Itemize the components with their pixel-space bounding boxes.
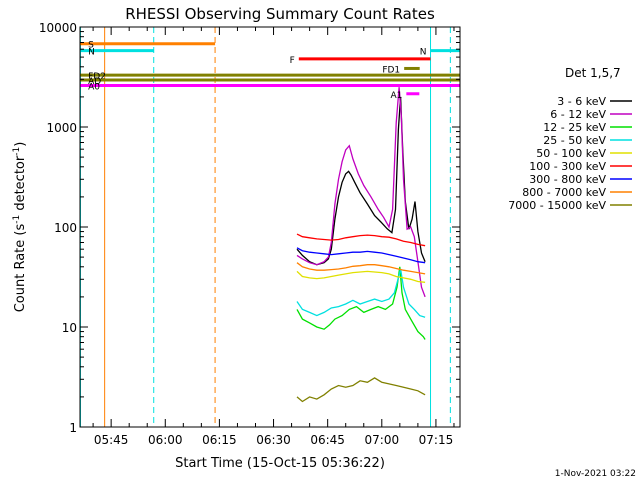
count-rate-series [296, 87, 426, 403]
y-tick-label-0: 1 [69, 421, 77, 435]
y-axis-label-main: Count Rate (s [13, 224, 28, 313]
flag-label-2: N [420, 48, 427, 58]
flag-label-4: FD1 [382, 65, 400, 75]
timestamp-footer: 1-Nov-2021 03:22 [555, 469, 636, 479]
series-line-4 [296, 270, 426, 283]
flag-label-7: A0 [88, 83, 100, 93]
flag-label-5: FD2 [88, 72, 106, 82]
x-tick-label-1: 06:00 [148, 433, 183, 447]
y-tick-label-3: 1000 [46, 121, 77, 135]
x-tick-label-0: 05:45 [94, 433, 129, 447]
legend-title: Det 1,5,7 [565, 66, 621, 80]
y-axis-label-end: ) [13, 142, 28, 147]
y-axis-label-sup-2: -1 [12, 147, 22, 156]
series-line-8 [296, 377, 426, 403]
y-axis-label-mid: detector [13, 155, 28, 215]
series-line-3 [296, 268, 426, 318]
y-axis: 1 10 100 1000 10000 [39, 21, 460, 435]
x-axis-label: Start Time (15-Oct-15 05:36:22) [175, 456, 385, 471]
series-line-0 [296, 96, 426, 266]
x-tick-label-4: 06:45 [310, 433, 345, 447]
legend-label-4: 50 - 100 keV [536, 147, 606, 160]
flag-label-3: F [290, 56, 295, 66]
x-tick-label-6: 07:15 [419, 433, 454, 447]
series-line-2 [296, 266, 426, 340]
y-tick-label-1: 10 [62, 321, 77, 335]
flag-label-8: A1 [390, 91, 402, 101]
x-tick-label-3: 06:30 [256, 433, 291, 447]
legend-label-7: 800 - 7000 keV [522, 186, 606, 199]
flag-label-1: N [88, 48, 95, 58]
flag-label-6: AD [88, 77, 101, 87]
y-tick-label-4: 10000 [39, 21, 77, 35]
y-tick-label-2: 100 [54, 221, 77, 235]
y-axis-label-sup-1: -1 [12, 215, 22, 224]
legend-label-1: 6 - 12 keV [550, 108, 606, 121]
legend-label-5: 100 - 300 keV [529, 160, 606, 173]
x-tick-label-2: 06:15 [202, 433, 237, 447]
legend-label-8: 7000 - 15000 keV [508, 199, 606, 212]
flag-label-0: S [88, 41, 94, 51]
x-axis: 05:45 06:00 06:15 06:30 06:45 07:00 07:15 [92, 27, 455, 447]
series-line-5 [296, 233, 426, 247]
series-line-6 [296, 247, 426, 264]
chart-title: RHESSI Observing Summary Count Rates [125, 5, 435, 23]
x-tick-label-5: 07:00 [365, 433, 400, 447]
y-axis-label: Count Rate (s-1 detector-1) [12, 142, 28, 313]
legend-label-2: 12 - 25 keV [543, 121, 606, 134]
series-line-7 [296, 262, 426, 275]
legend-label-3: 25 - 50 keV [543, 134, 606, 147]
legend-label-0: 3 - 6 keV [557, 95, 606, 108]
series-line-1 [296, 87, 426, 298]
legend-label-6: 300 - 800 keV [529, 173, 606, 186]
